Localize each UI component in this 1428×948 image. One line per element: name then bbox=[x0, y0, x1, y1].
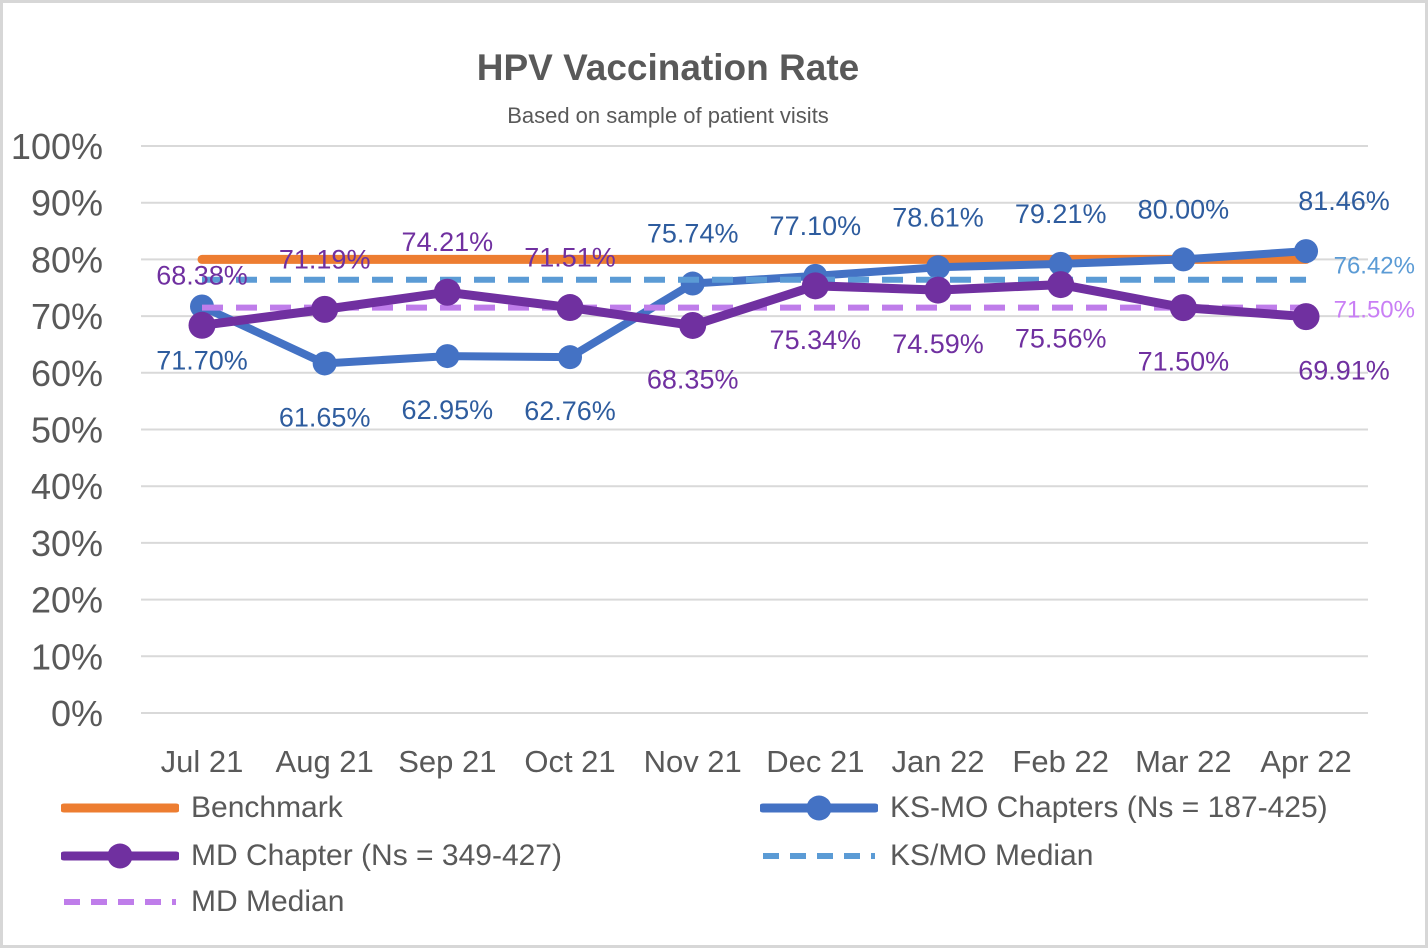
x-axis-tick-label: Jul 21 bbox=[161, 744, 244, 779]
legend-item-md-chapter: MD Chapter (Ns = 349-427) bbox=[61, 839, 562, 873]
y-axis-tick-label: 10% bbox=[31, 636, 103, 677]
x-axis-tick-label: Apr 22 bbox=[1260, 744, 1351, 779]
data-point-marker-md-chapter bbox=[801, 272, 829, 300]
data-label-ks-mo-chapters: 75.74% bbox=[647, 219, 739, 249]
data-label-ks-mo-chapters: 80.00% bbox=[1138, 194, 1230, 224]
data-point-marker-md-chapter bbox=[188, 311, 216, 339]
data-point-marker-md-chapter bbox=[1292, 303, 1320, 331]
legend-item-ks-mo-chapters: KS-MO Chapters (Ns = 187-425) bbox=[760, 791, 1328, 825]
data-label-ks-mo-chapters: 77.10% bbox=[770, 211, 862, 241]
data-point-marker-md-chapter bbox=[1047, 271, 1075, 299]
y-axis-tick-label: 90% bbox=[31, 183, 103, 224]
x-axis-tick-label: Mar 22 bbox=[1135, 744, 1231, 779]
x-axis-tick-label: Aug 21 bbox=[276, 744, 374, 779]
ks-mo-median-dash-swatch-icon bbox=[763, 853, 875, 859]
data-point-marker-ks-mo-chapters bbox=[680, 271, 705, 296]
md-chapter-line-swatch-icon bbox=[61, 843, 179, 869]
series-line-md-chapter bbox=[197, 280, 1311, 331]
data-point-marker-md-chapter bbox=[679, 311, 707, 339]
data-label-md-chapter: 69.91% bbox=[1298, 356, 1390, 386]
md-median-dash-swatch-icon bbox=[64, 899, 176, 905]
data-label-md-chapter: 75.56% bbox=[1015, 324, 1107, 354]
y-axis-tick-label: 70% bbox=[31, 296, 103, 337]
data-label-md-chapter: 74.59% bbox=[892, 329, 984, 359]
ks-mo-chapters-line-swatch-icon bbox=[760, 795, 878, 821]
x-axis-tick-label: Jan 22 bbox=[891, 744, 984, 779]
data-label-ks-mo-chapters: 62.95% bbox=[402, 395, 494, 425]
y-axis-tick-label: 60% bbox=[31, 353, 103, 394]
y-axis-tick-label: 20% bbox=[31, 580, 103, 621]
data-point-marker-ks-mo-chapters bbox=[1048, 251, 1073, 276]
legend-label-benchmark: Benchmark bbox=[191, 791, 343, 824]
x-axis-tick-label: Sep 21 bbox=[398, 744, 496, 779]
legend-label-md-chapter: MD Chapter (Ns = 349-427) bbox=[191, 839, 562, 872]
data-label-ks-mo-chapters: 62.76% bbox=[524, 396, 616, 426]
data-point-marker-ks-mo-chapters bbox=[558, 345, 583, 370]
data-label-md-chapter: 68.38% bbox=[156, 260, 248, 290]
data-point-marker-ks-mo-chapters bbox=[926, 255, 951, 280]
data-point-marker-ks-mo-chapters bbox=[1171, 247, 1196, 272]
y-axis-tick-label: 50% bbox=[31, 410, 103, 451]
chart-header: HPV Vaccination Rate bbox=[3, 47, 1333, 90]
legend-item-md-median: MD Median bbox=[61, 885, 344, 919]
x-axis-tick-label: Dec 21 bbox=[766, 744, 864, 779]
legend-item-benchmark: Benchmark bbox=[61, 791, 343, 825]
x-axis-tick-label: Oct 21 bbox=[524, 744, 615, 779]
median-value-label-ks-mo-median: 76.42% bbox=[1334, 253, 1415, 280]
x-axis-tick-label: Nov 21 bbox=[644, 744, 742, 779]
data-label-md-chapter: 75.34% bbox=[770, 325, 862, 355]
x-axis-tick-label: Feb 22 bbox=[1012, 744, 1109, 779]
data-label-md-chapter: 71.51% bbox=[524, 243, 616, 273]
y-axis-tick-label: 80% bbox=[31, 239, 103, 280]
legend-item-ks-mo-median: KS/MO Median bbox=[760, 839, 1093, 873]
y-axis-tick-label: 100% bbox=[11, 126, 103, 167]
data-label-md-chapter: 74.21% bbox=[402, 227, 494, 257]
median-value-label-md-median: 71.50% bbox=[1334, 297, 1415, 324]
chart-subtitle: Based on sample of patient visits bbox=[507, 103, 829, 128]
y-axis-tick-label: 40% bbox=[31, 466, 103, 507]
data-point-marker-md-chapter bbox=[311, 295, 339, 323]
plot-area: 0% 10% 20% 30% 40% 50% 60% 70% 80% 90% 100% Jul 21 A… bbox=[11, 126, 1415, 779]
benchmark-line-swatch-icon bbox=[61, 803, 179, 813]
data-label-ks-mo-chapters: 78.61% bbox=[892, 202, 984, 232]
data-point-marker-md-chapter bbox=[433, 278, 461, 306]
chart-title: HPV Vaccination Rate bbox=[476, 47, 860, 88]
data-point-marker-md-chapter bbox=[556, 294, 584, 322]
legend-label-ks-mo-median: KS/MO Median bbox=[890, 839, 1094, 872]
data-point-marker-ks-mo-chapters bbox=[1294, 239, 1319, 264]
data-point-marker-md-chapter bbox=[924, 276, 952, 304]
data-point-marker-ks-mo-chapters bbox=[312, 351, 337, 376]
legend-swatch-marker bbox=[806, 795, 832, 821]
data-label-md-chapter: 71.19% bbox=[279, 244, 371, 274]
data-label-ks-mo-chapters: 81.46% bbox=[1298, 186, 1390, 216]
legend-label-md-median: MD Median bbox=[191, 885, 345, 918]
data-point-marker-md-chapter bbox=[1169, 294, 1197, 322]
y-axis-tick-label: 30% bbox=[31, 523, 103, 564]
y-axis-tick-label: 0% bbox=[51, 693, 103, 734]
legend-swatch-marker bbox=[107, 843, 133, 869]
data-label-ks-mo-chapters: 61.65% bbox=[279, 402, 371, 432]
data-point-marker-ks-mo-chapters bbox=[435, 344, 460, 369]
data-label-md-chapter: 71.50% bbox=[1138, 347, 1230, 377]
legend-label-ks-mo-chapters: KS-MO Chapters (Ns = 187-425) bbox=[890, 791, 1328, 824]
data-label-md-chapter: 68.35% bbox=[647, 364, 739, 394]
data-label-ks-mo-chapters: 79.21% bbox=[1015, 199, 1107, 229]
data-label-ks-mo-chapters: 71.70% bbox=[156, 345, 248, 375]
